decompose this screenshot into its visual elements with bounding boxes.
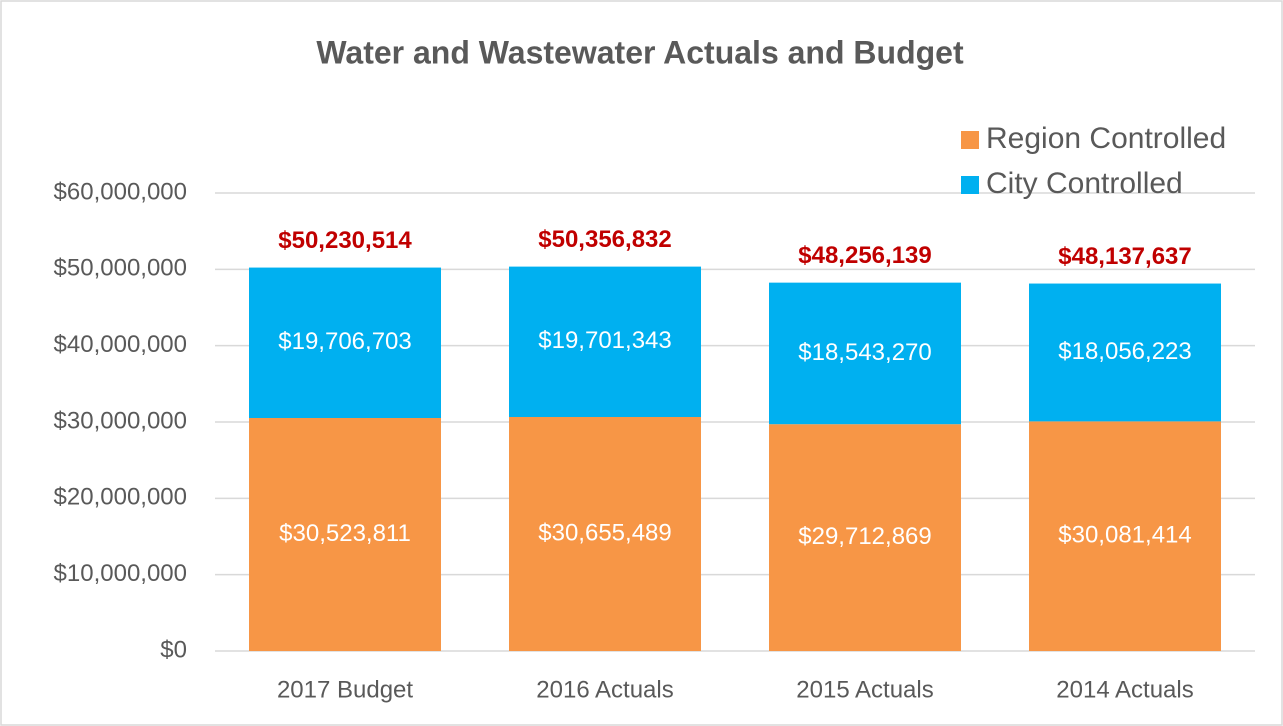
bar-segment bbox=[249, 418, 441, 651]
data-label: $29,712,869 bbox=[798, 523, 931, 550]
y-tick-label: $50,000,000 bbox=[54, 255, 187, 282]
bar-segment bbox=[769, 424, 961, 651]
legend-label: Region Controlled bbox=[986, 122, 1226, 155]
bar-segment bbox=[509, 266, 701, 417]
data-label: $30,655,489 bbox=[538, 519, 671, 546]
bar-segment bbox=[769, 282, 961, 425]
total-label: $48,137,637 bbox=[1058, 243, 1191, 270]
x-tick-label: 2015 Actuals bbox=[796, 676, 933, 703]
data-label: $30,523,811 bbox=[279, 520, 411, 547]
total-label: $48,256,139 bbox=[798, 242, 931, 269]
data-label: $18,056,223 bbox=[1058, 338, 1191, 365]
x-tick-label: 2017 Budget bbox=[277, 676, 413, 703]
y-tick-label: $20,000,000 bbox=[54, 484, 187, 511]
y-tick-label: $40,000,000 bbox=[54, 331, 187, 358]
legend-swatch bbox=[961, 131, 979, 149]
data-label: $18,543,270 bbox=[798, 339, 931, 366]
legend-label: City Controlled bbox=[986, 167, 1183, 200]
y-tick-label: $60,000,000 bbox=[54, 178, 187, 205]
data-label: $19,701,343 bbox=[538, 327, 671, 354]
y-tick-label: $30,000,000 bbox=[54, 407, 187, 434]
bar-segment bbox=[509, 416, 701, 651]
y-tick-label: $10,000,000 bbox=[54, 560, 187, 587]
x-tick-label: 2016 Actuals bbox=[536, 676, 673, 703]
y-tick-label: $0 bbox=[160, 636, 187, 663]
total-label: $50,356,832 bbox=[538, 226, 671, 253]
data-label: $19,706,703 bbox=[278, 328, 411, 355]
total-label: $50,230,514 bbox=[278, 227, 412, 254]
bar-segment bbox=[1029, 421, 1221, 651]
legend-swatch bbox=[961, 176, 979, 194]
x-tick-label: 2014 Actuals bbox=[1056, 676, 1193, 703]
chart-title: Water and Wastewater Actuals and Budget bbox=[316, 34, 964, 70]
bar-segment bbox=[249, 267, 441, 419]
bar-segment bbox=[1029, 283, 1221, 422]
data-label: $30,081,414 bbox=[1058, 522, 1191, 549]
